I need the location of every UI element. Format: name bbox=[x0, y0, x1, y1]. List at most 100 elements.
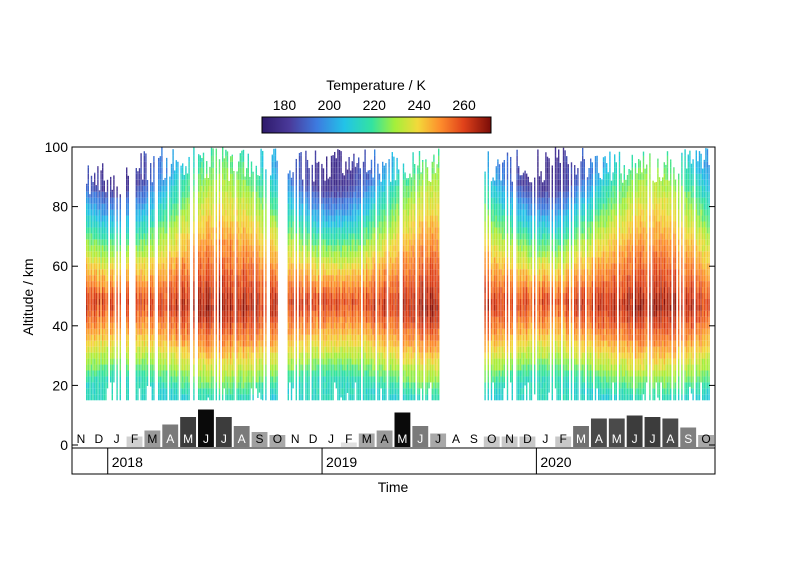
profile bbox=[198, 154, 200, 401]
profile bbox=[324, 180, 326, 401]
profile bbox=[369, 169, 371, 401]
month-label: A bbox=[166, 432, 174, 446]
profile bbox=[497, 159, 499, 401]
profile bbox=[174, 170, 176, 401]
profile bbox=[684, 149, 686, 401]
profile bbox=[409, 173, 411, 401]
profile bbox=[388, 159, 390, 401]
profile bbox=[665, 164, 667, 401]
profile bbox=[559, 162, 561, 401]
month-bar bbox=[465, 446, 482, 447]
profile bbox=[153, 156, 155, 401]
profile bbox=[426, 167, 429, 401]
profile bbox=[558, 149, 560, 401]
profile bbox=[404, 172, 406, 401]
profile bbox=[89, 194, 91, 401]
profile bbox=[586, 177, 589, 401]
profile bbox=[162, 180, 165, 401]
colorbar-tick-labels: 180 200 220 240 260 bbox=[273, 97, 476, 121]
profile bbox=[391, 152, 393, 401]
profile bbox=[225, 149, 227, 401]
profile bbox=[492, 177, 494, 383]
profile bbox=[300, 152, 302, 401]
profile bbox=[433, 154, 435, 401]
month-label: J bbox=[417, 432, 423, 446]
month-label: M bbox=[183, 432, 193, 446]
profile bbox=[540, 171, 542, 401]
profile bbox=[524, 170, 526, 386]
profile bbox=[306, 159, 309, 401]
profile bbox=[95, 185, 97, 401]
profile bbox=[298, 152, 301, 401]
month-label: N bbox=[291, 432, 300, 446]
profile bbox=[566, 156, 568, 401]
month-bar bbox=[269, 435, 286, 447]
profile bbox=[687, 154, 689, 401]
profile bbox=[364, 149, 366, 401]
profile bbox=[295, 158, 297, 401]
profile bbox=[618, 151, 621, 401]
profile bbox=[574, 165, 576, 401]
profile bbox=[175, 160, 177, 401]
month-bar bbox=[73, 446, 89, 447]
month-label: M bbox=[612, 432, 622, 446]
profile bbox=[638, 159, 640, 401]
profile bbox=[422, 160, 424, 401]
profile bbox=[668, 180, 670, 401]
profile bbox=[353, 153, 355, 401]
profile bbox=[590, 158, 592, 401]
profile bbox=[103, 180, 105, 401]
profile bbox=[412, 152, 414, 401]
year-strip-frame bbox=[71, 447, 716, 475]
month-label: N bbox=[505, 432, 514, 446]
profile bbox=[660, 181, 662, 383]
profile bbox=[262, 150, 264, 401]
month-bar bbox=[198, 409, 214, 447]
month-bar bbox=[448, 446, 464, 447]
profile bbox=[146, 179, 149, 386]
profile bbox=[215, 148, 217, 401]
profile bbox=[599, 177, 601, 401]
month-bar bbox=[90, 446, 107, 447]
month-bar bbox=[180, 417, 197, 447]
profile bbox=[577, 168, 579, 401]
month-bar bbox=[573, 426, 589, 447]
month-bar bbox=[340, 442, 357, 447]
month-bar bbox=[590, 418, 607, 447]
profile bbox=[598, 172, 600, 401]
profile bbox=[318, 161, 320, 401]
y-axis-ticks: 0 20 40 60 80 100 bbox=[45, 139, 715, 453]
month-label: A bbox=[452, 432, 460, 446]
profile bbox=[370, 159, 373, 401]
profile bbox=[159, 156, 161, 401]
month-bar bbox=[305, 446, 322, 447]
month-bar bbox=[376, 430, 393, 447]
profile bbox=[374, 149, 376, 401]
profile bbox=[222, 147, 224, 401]
profile bbox=[359, 168, 361, 401]
month-label: J bbox=[435, 432, 441, 446]
month-bar bbox=[537, 445, 554, 447]
profile bbox=[630, 170, 632, 401]
profile bbox=[503, 160, 505, 389]
month-label: M bbox=[397, 432, 407, 446]
month-bar bbox=[430, 433, 447, 447]
month-label: S bbox=[470, 432, 478, 446]
profile bbox=[90, 175, 93, 401]
month-label: S bbox=[256, 432, 264, 446]
month-label: J bbox=[114, 432, 120, 446]
profile bbox=[322, 168, 325, 401]
profile bbox=[654, 182, 656, 401]
profile bbox=[548, 158, 550, 393]
profile bbox=[206, 161, 208, 401]
month-bar bbox=[519, 436, 536, 447]
profile bbox=[542, 182, 544, 401]
profile bbox=[398, 169, 400, 401]
profile bbox=[329, 176, 331, 401]
profile bbox=[127, 175, 129, 401]
profile bbox=[562, 147, 565, 401]
profile bbox=[518, 166, 520, 401]
profile bbox=[662, 177, 664, 401]
profile bbox=[350, 170, 352, 401]
